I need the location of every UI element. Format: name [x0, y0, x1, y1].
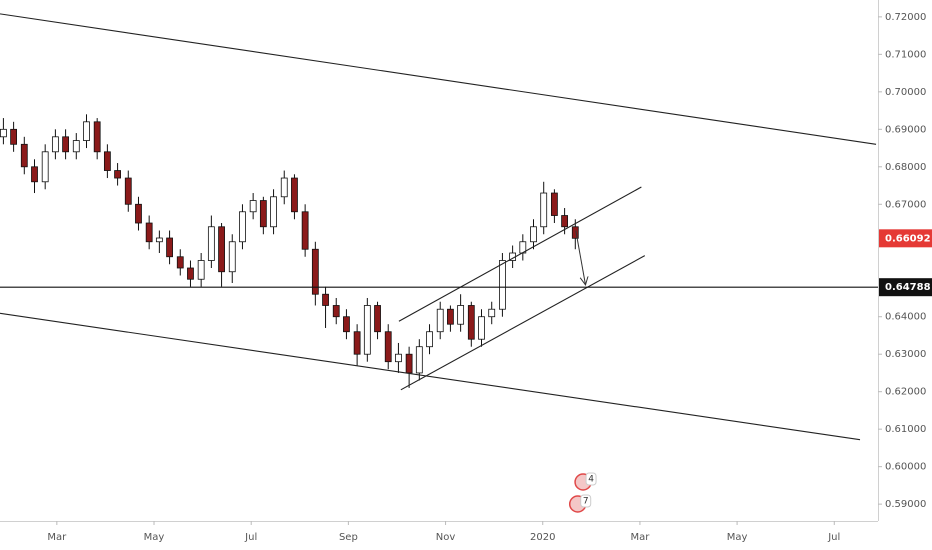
candle-body	[187, 267, 194, 280]
trend-line	[400, 255, 646, 391]
candle-body	[228, 241, 236, 273]
event-badge	[580, 494, 592, 508]
y-tick-label: 0.60000	[885, 462, 926, 473]
candle-body	[488, 308, 496, 318]
candle-body	[72, 140, 80, 153]
candle-body	[239, 211, 246, 243]
trend-line	[398, 186, 642, 322]
candle-body	[571, 226, 579, 239]
candle-body	[540, 192, 548, 228]
x-tick-label: Sep	[339, 532, 358, 543]
candle-body	[124, 177, 132, 205]
candle-body	[384, 331, 392, 363]
candle-body	[176, 256, 184, 269]
x-tick-label: Mar	[630, 532, 650, 543]
candle-body	[436, 308, 444, 333]
y-tick-label: 0.62000	[885, 387, 926, 398]
candle-body	[93, 121, 101, 153]
x-tick-label: Nov	[436, 532, 456, 543]
y-tick-label: 0.64000	[885, 312, 926, 323]
trend-line	[0, 312, 861, 441]
last-price-label: 0.66092	[885, 233, 931, 244]
candle-body	[467, 305, 475, 340]
candle-body	[415, 346, 423, 374]
y-tick-label: 0.70000	[885, 87, 926, 98]
candle-body	[426, 331, 433, 348]
candle-body	[197, 260, 205, 280]
candle-body	[0, 128, 7, 138]
candle-body	[20, 143, 28, 168]
event-badge	[585, 472, 597, 486]
arrow	[575, 230, 586, 285]
last-price-box	[879, 229, 932, 248]
candle-body	[114, 170, 121, 179]
candle-body	[145, 222, 153, 243]
candle-body	[10, 128, 18, 145]
candle-body	[322, 293, 329, 306]
candle-body	[51, 136, 59, 153]
candle-body	[207, 226, 215, 261]
candle-body	[166, 237, 173, 258]
candle-body	[311, 248, 319, 295]
candle-body	[249, 200, 257, 213]
candle-body	[31, 166, 38, 183]
candle-body	[395, 353, 402, 363]
x-tick-label: May	[144, 532, 165, 543]
candle-body	[103, 151, 111, 171]
y-tick-label: 0.67000	[885, 199, 926, 210]
event-label: 7	[583, 497, 589, 507]
candle-body	[353, 331, 361, 355]
candle-body	[83, 121, 90, 141]
candle-body	[478, 316, 485, 340]
candle-body	[270, 196, 277, 228]
x-tick-label: 2020	[530, 532, 555, 543]
x-tick-label: Jul	[244, 532, 257, 543]
candle-body	[457, 305, 465, 325]
x-tick-label: Mar	[47, 532, 67, 543]
y-tick-label: 0.63000	[885, 349, 926, 360]
candle-body	[41, 151, 49, 183]
level-label: 0.64788	[885, 282, 931, 293]
y-tick-label: 0.69000	[885, 124, 926, 135]
candle-body	[280, 177, 288, 198]
y-tick-label: 0.72000	[885, 12, 926, 23]
y-tick-label: 0.61000	[885, 424, 926, 435]
candle-body	[343, 316, 350, 333]
candle-body	[363, 305, 371, 355]
candle-body	[259, 200, 267, 228]
candle-body	[155, 237, 163, 243]
x-tick-label: Jul	[827, 532, 840, 543]
candle-body	[291, 177, 298, 213]
trend-line	[0, 13, 877, 145]
candle-body	[550, 192, 558, 216]
candle-body	[499, 260, 506, 310]
y-tick-label: 0.59000	[885, 499, 926, 510]
candle-body	[405, 353, 413, 374]
candle-body	[332, 305, 340, 318]
event-label: 4	[588, 475, 594, 485]
candle-body	[301, 211, 309, 250]
level-label-box	[879, 278, 932, 297]
candle-body	[374, 305, 381, 333]
candle-body	[218, 226, 225, 273]
candle-body	[135, 203, 142, 224]
y-tick-label: 0.71000	[885, 49, 926, 60]
y-tick-label: 0.68000	[885, 162, 926, 173]
x-tick-label: May	[727, 532, 748, 543]
candle-body	[561, 215, 569, 228]
candle-body	[62, 136, 69, 153]
candle-body	[447, 308, 454, 325]
candle-body	[530, 226, 537, 243]
